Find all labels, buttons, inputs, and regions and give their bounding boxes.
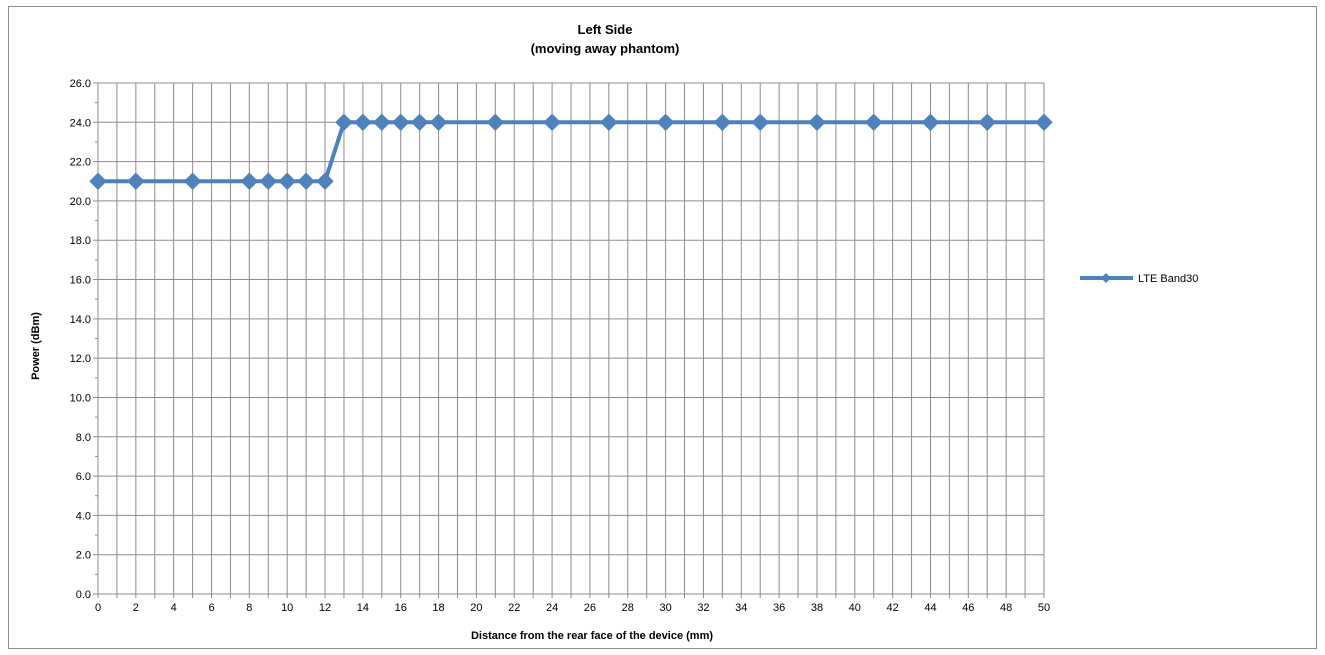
- x-tick-label: 2: [133, 602, 139, 614]
- chart-area: Left Side (moving away phantom) 0.0 2.0 4.…: [8, 6, 1317, 649]
- y-tick-label: 10.0: [70, 392, 91, 404]
- x-tick-label: 26: [584, 602, 596, 614]
- x-tick-label: 28: [622, 602, 634, 614]
- data-point-marker: [410, 113, 429, 132]
- y-tick-label: 14.0: [70, 314, 91, 326]
- y-tick-label: 12.0: [70, 353, 91, 365]
- y-tick-label: 24.0: [70, 117, 91, 129]
- data-point-marker: [316, 172, 334, 190]
- data-point-marker: [429, 113, 448, 132]
- data-point-marker: [978, 113, 996, 132]
- data-point-marker: [127, 172, 145, 190]
- y-axis-ticks: 0.0 2.0 4.0 6.0 8.0 10.0 12.0 14.0 16.0 18.0 20.0 2…: [70, 78, 91, 601]
- data-point-marker: [297, 172, 315, 190]
- y-tick-label: 0.0: [76, 589, 91, 601]
- axes: [93, 82, 1045, 598]
- x-tick-label: 40: [849, 602, 861, 614]
- x-tick-label: 6: [208, 602, 214, 614]
- data-point-marker: [543, 113, 561, 132]
- series-lte-band30: [89, 113, 1053, 190]
- x-tick-label: 10: [281, 602, 293, 614]
- x-tick-label: 4: [171, 602, 177, 614]
- y-tick-label: 20.0: [70, 196, 91, 208]
- data-point-marker: [240, 172, 259, 190]
- data-point-marker: [373, 113, 391, 132]
- x-tick-label: 50: [1038, 602, 1050, 614]
- data-point-marker: [392, 113, 410, 132]
- x-tick-label: 14: [357, 602, 369, 614]
- x-tick-label: 18: [432, 602, 444, 614]
- x-tick-label: 46: [962, 602, 974, 614]
- y-tick-label: 26.0: [70, 78, 91, 90]
- data-point-marker: [865, 113, 883, 132]
- data-point-marker: [656, 113, 675, 132]
- y-tick-label: 8.0: [76, 432, 91, 444]
- legend: LTE Band30: [1080, 273, 1198, 285]
- x-tick-label: 24: [546, 602, 558, 614]
- legend-label: LTE Band30: [1138, 273, 1198, 285]
- x-tick-label: 22: [508, 602, 520, 614]
- data-point-marker: [183, 172, 202, 190]
- x-tick-label: 42: [887, 602, 899, 614]
- chart-subtitle: (moving away phantom): [531, 41, 680, 56]
- x-axis-ticks: 0 2 4 6 8 10 12 14 16 18 20 22 24 26 28 30 32 34 36 38 40 42 4…: [95, 602, 1050, 614]
- x-tick-label: 34: [735, 602, 747, 614]
- data-point-marker: [751, 113, 769, 132]
- data-point-marker: [335, 113, 353, 132]
- x-axis-title: Distance from the rear face of the devic…: [471, 630, 713, 642]
- data-point-marker: [1035, 113, 1053, 132]
- x-tick-label: 36: [773, 602, 785, 614]
- x-tick-label: 44: [924, 602, 936, 614]
- gridlines: [98, 82, 1045, 594]
- data-point-marker: [921, 113, 940, 132]
- y-tick-label: 6.0: [76, 471, 91, 483]
- x-tick-label: 38: [811, 602, 823, 614]
- y-tick-label: 22.0: [70, 157, 91, 169]
- y-tick-label: 4.0: [76, 510, 91, 522]
- y-tick-label: 2.0: [76, 550, 91, 562]
- y-axis-title: Power (dBm): [30, 312, 42, 380]
- legend-marker: [1101, 273, 1111, 283]
- data-point-marker: [259, 172, 277, 190]
- line-chart: Left Side (moving away phantom) 0.0 2.0 4.…: [30, 22, 1198, 642]
- x-tick-label: 0: [95, 602, 101, 614]
- y-tick-label: 16.0: [70, 275, 91, 287]
- x-tick-label: 32: [697, 602, 709, 614]
- x-tick-label: 30: [659, 602, 671, 614]
- y-tick-label: 18.0: [70, 235, 91, 247]
- data-point-marker: [278, 172, 296, 190]
- data-point-marker: [600, 113, 618, 132]
- x-tick-label: 16: [395, 602, 407, 614]
- data-point-marker: [713, 113, 732, 132]
- x-tick-label: 20: [470, 602, 482, 614]
- x-tick-label: 8: [246, 602, 252, 614]
- x-tick-label: 48: [1000, 602, 1012, 614]
- data-point-marker: [89, 172, 107, 190]
- x-tick-label: 12: [319, 602, 331, 614]
- data-point-marker: [808, 113, 826, 132]
- data-point-marker: [486, 113, 505, 132]
- data-point-marker: [354, 113, 372, 132]
- chart-title: Left Side: [578, 22, 633, 37]
